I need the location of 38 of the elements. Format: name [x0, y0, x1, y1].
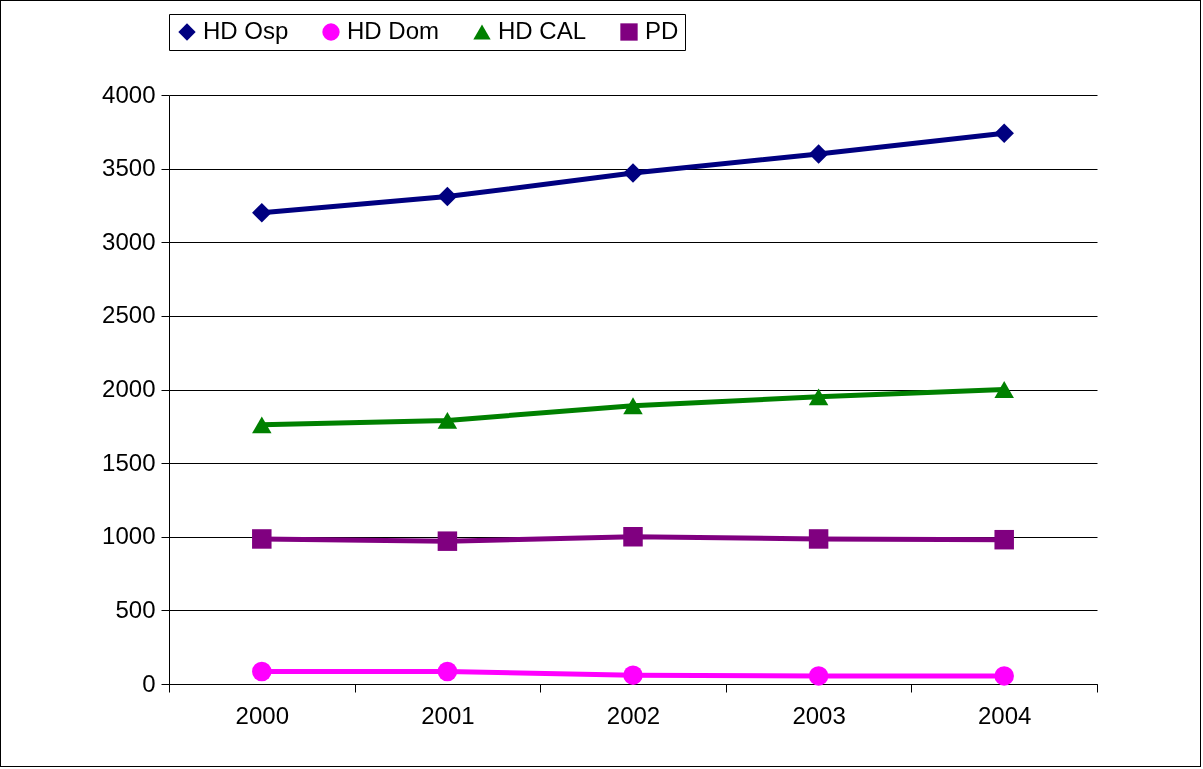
- point: [252, 203, 272, 223]
- point: [808, 666, 829, 686]
- point: [437, 411, 458, 429]
- y-tick-label: 500: [115, 595, 156, 623]
- point: [808, 144, 829, 164]
- point: [252, 661, 272, 682]
- point: [437, 661, 458, 682]
- y-tick-label: 1000: [102, 522, 156, 550]
- y-tick-label: 1500: [102, 448, 156, 476]
- point: [623, 665, 643, 685]
- x-tick-label: 2002: [606, 701, 661, 729]
- y-tick-label: 0: [142, 669, 156, 697]
- legend-label: HD CAL: [498, 17, 587, 44]
- y-tick-label: 2500: [102, 301, 156, 329]
- y-tick-label: 2000: [102, 375, 156, 402]
- x-tick-label: 2000: [235, 701, 289, 729]
- x-tick-label: 2003: [792, 701, 846, 729]
- point: [994, 529, 1014, 550]
- point: [808, 388, 829, 406]
- point: [437, 186, 458, 207]
- point: [994, 123, 1014, 144]
- point: [437, 531, 458, 551]
- point: [252, 529, 272, 549]
- y-tick-label: 4000: [102, 80, 156, 108]
- y-tick-label: 3000: [102, 227, 156, 255]
- y-tick-label: 3500: [102, 154, 156, 182]
- legend-label: PD: [645, 17, 679, 44]
- point: [623, 527, 643, 547]
- legend-label: HD Osp: [203, 17, 289, 44]
- point: [994, 381, 1014, 398]
- x-tick-label: 2001: [421, 701, 475, 729]
- point: [252, 416, 272, 434]
- point: [623, 163, 643, 183]
- x-tick-label: 2004: [978, 701, 1032, 729]
- legend-label: HD Dom: [347, 17, 440, 44]
- point: [994, 666, 1014, 686]
- point: [623, 397, 643, 415]
- point: [808, 529, 829, 549]
